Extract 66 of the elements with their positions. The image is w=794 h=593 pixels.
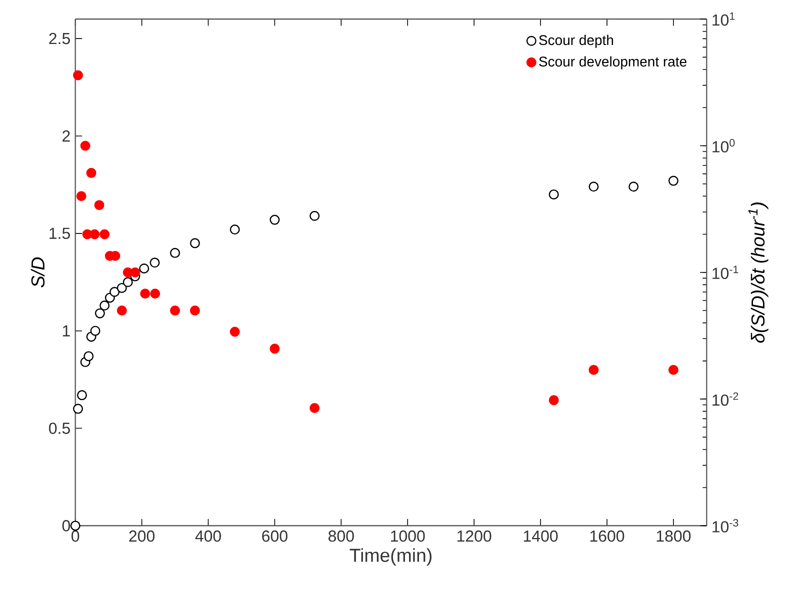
point [122,277,133,288]
y-tick-label: 0.5 [49,422,70,434]
y2-axis-title: δ(S/D)/δt (hour$^{-1}$) [748,202,768,343]
x-tick-label: 800 [328,530,354,542]
x-axis-title: Time(min) [350,548,432,566]
x-tick-label: 1000 [391,530,425,542]
x-tick-label: 0 [72,530,80,542]
point [190,306,200,316]
point [100,300,110,311]
point [90,326,100,336]
point [588,364,599,375]
point [130,267,140,278]
point [150,288,160,299]
x-tick-label: 1800 [656,530,691,542]
point [139,263,150,274]
point [548,189,559,200]
y-tick-label: 2 [62,130,70,142]
x-tick-label: 1600 [590,530,624,542]
legend-label: Scour depth [539,34,614,48]
point [150,258,160,268]
point [76,390,87,400]
point [80,140,90,151]
y2-tick-label: 10$^{0}$ [712,139,735,152]
point [84,351,94,362]
x-tick-label: 600 [262,530,288,542]
point [310,210,320,221]
point [628,182,639,192]
x-tick-label: 1200 [457,530,492,542]
point [170,248,180,258]
point [94,200,104,210]
y-tick-label: 1 [62,325,70,336]
y-tick-label: 2.5 [49,32,70,44]
point [230,326,240,337]
y2-tick-label: 10$^{-3}$ [712,519,738,532]
point [86,168,96,178]
point [230,224,240,235]
y-axis-title: S/D [30,257,45,288]
point [190,238,200,248]
y2-tick-label: 10$^{-2}$ [712,392,738,406]
point [548,395,559,406]
point [73,404,83,414]
x-tick-label: 1400 [524,530,558,542]
y-tick-label: 1.5 [50,228,70,239]
point [310,403,320,414]
point [140,288,150,299]
y2-tick-label: 10$^{-1}$ [712,266,738,280]
point [270,344,280,354]
point [73,70,83,80]
x-tick-label: 200 [129,530,155,542]
y2-tick-label: 10$^{1}$ [712,12,735,26]
point [76,191,86,202]
x-tick-label: 400 [195,530,221,542]
point [100,229,110,240]
point [90,229,100,240]
point [70,520,80,531]
point [170,306,180,316]
point [270,214,280,225]
point [110,286,120,297]
point [94,308,105,318]
point [116,306,127,316]
point [668,176,678,186]
y-tick-label: 0 [62,520,70,532]
point [116,282,127,293]
point [588,182,599,192]
point [668,364,678,375]
legend-label: Scour development rate [539,56,686,70]
